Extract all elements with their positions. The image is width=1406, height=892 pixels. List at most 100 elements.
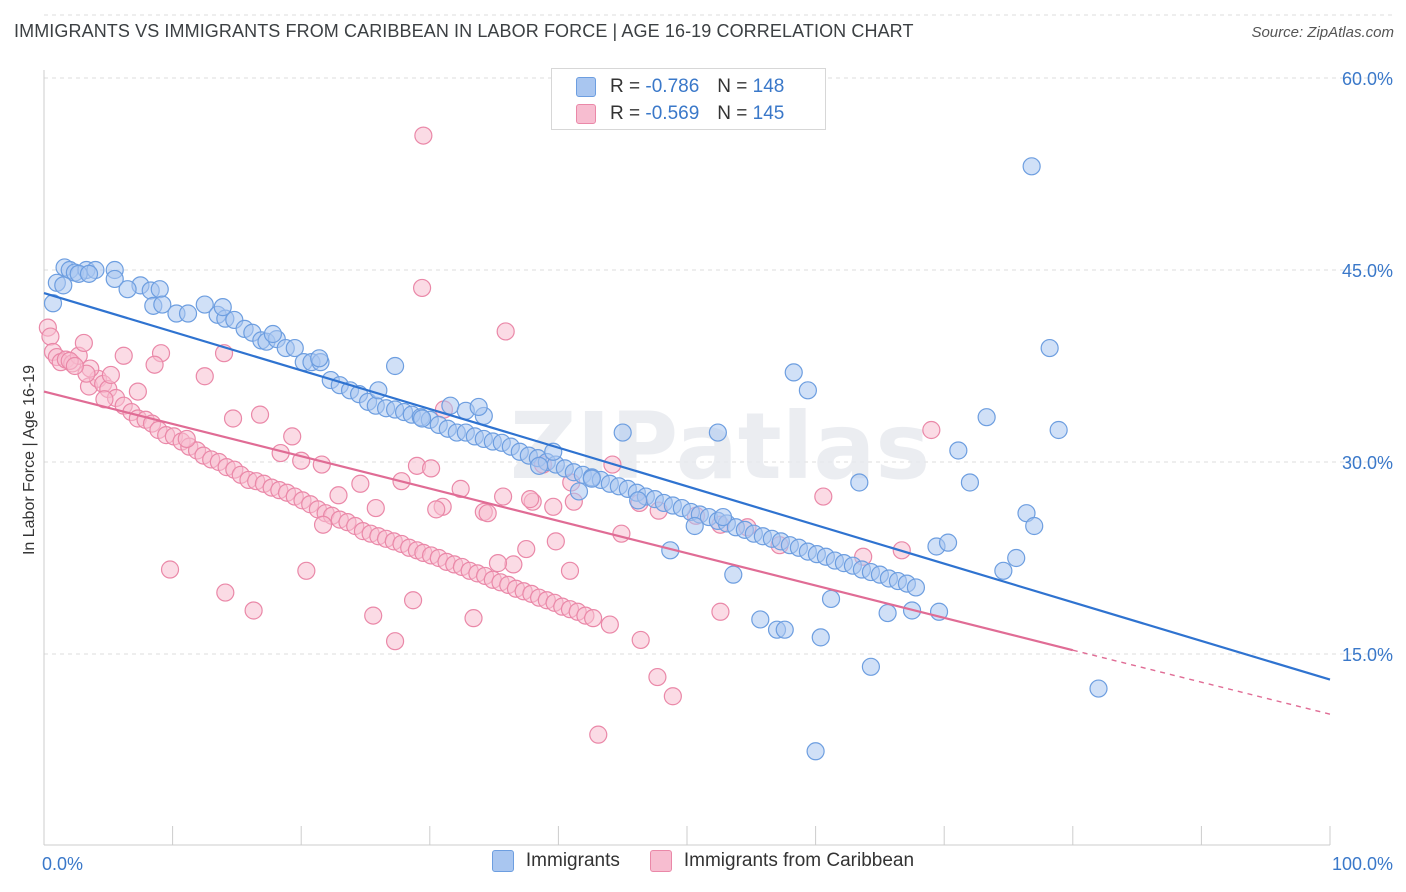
point-caribbean xyxy=(313,515,333,534)
point-caribbean xyxy=(814,487,833,506)
point-caribbean xyxy=(612,524,631,543)
point-immigrants xyxy=(582,469,601,488)
data-points xyxy=(38,126,1108,761)
point-caribbean xyxy=(412,278,432,298)
point-immigrants xyxy=(850,473,869,492)
point-immigrants xyxy=(1049,420,1068,440)
point-immigrants xyxy=(441,396,460,415)
legend-swatch-caribbean xyxy=(649,850,672,872)
point-caribbean xyxy=(145,355,164,374)
point-immigrants xyxy=(1025,516,1044,536)
point-caribbean xyxy=(74,333,93,353)
point-immigrants xyxy=(1040,338,1059,358)
point-immigrants xyxy=(960,473,980,492)
point-caribbean xyxy=(177,429,196,449)
point-immigrants xyxy=(54,276,73,295)
point-immigrants xyxy=(385,356,405,376)
point-caribbean xyxy=(283,427,302,446)
point-caribbean xyxy=(517,539,536,559)
legend-swatch-caribbean xyxy=(576,104,596,124)
point-immigrants xyxy=(195,295,214,314)
correlation-legend: R = -0.786 N = 148 R = -0.569 N = 145 xyxy=(551,68,826,130)
point-immigrants xyxy=(1007,548,1026,568)
point-caribbean xyxy=(250,405,270,424)
point-immigrants xyxy=(938,533,958,552)
point-caribbean xyxy=(421,459,441,478)
point-immigrants xyxy=(1089,679,1108,698)
point-caribbean xyxy=(427,500,446,519)
point-caribbean xyxy=(216,583,235,602)
point-caribbean xyxy=(521,490,540,509)
point-immigrants xyxy=(906,578,926,597)
point-immigrants xyxy=(629,491,648,510)
point-caribbean xyxy=(414,126,433,145)
tick-labels: 15.0% 30.0% 45.0% 60.0% 0.0% 100.0% xyxy=(42,69,1393,874)
point-immigrants xyxy=(724,565,743,584)
point-immigrants xyxy=(784,363,803,382)
point-immigrants xyxy=(263,324,283,344)
point-immigrants xyxy=(79,264,99,283)
point-immigrants xyxy=(569,482,589,501)
y-tick-label: 60.0% xyxy=(1342,69,1393,89)
point-caribbean xyxy=(504,555,523,574)
trend-line-immigrants xyxy=(43,291,1331,681)
legend-label: Immigrants from Caribbean xyxy=(683,850,915,871)
point-caribbean xyxy=(160,560,180,579)
point-immigrants xyxy=(775,620,794,639)
trend-line-caribbean-extension xyxy=(1072,649,1331,715)
axes xyxy=(43,70,1331,846)
n-label: N = xyxy=(717,76,748,97)
point-immigrants xyxy=(708,423,727,442)
chart-title: IMMIGRANTS VS IMMIGRANTS FROM CARIBBEAN … xyxy=(14,21,914,41)
point-caribbean xyxy=(494,487,513,506)
point-caribbean xyxy=(711,602,730,621)
point-caribbean xyxy=(648,667,667,687)
point-immigrants xyxy=(153,295,172,314)
point-caribbean xyxy=(464,609,483,628)
point-immigrants xyxy=(178,304,198,323)
point-caribbean xyxy=(297,561,316,580)
point-caribbean xyxy=(366,498,385,518)
point-caribbean xyxy=(329,486,348,505)
legend-item-immigrants[interactable]: Immigrants xyxy=(491,850,620,872)
legend-label: Immigrants xyxy=(525,850,620,871)
point-caribbean xyxy=(244,601,263,620)
point-caribbean xyxy=(385,632,405,651)
point-caribbean xyxy=(223,409,243,428)
point-caribbean xyxy=(351,474,370,493)
point-immigrants xyxy=(713,507,733,527)
point-immigrants xyxy=(285,338,304,358)
point-caribbean xyxy=(663,687,682,706)
point-caribbean xyxy=(544,497,563,516)
point-caribbean xyxy=(589,725,608,744)
legend-swatch-immigrants xyxy=(491,850,514,872)
point-immigrants xyxy=(811,628,830,647)
point-immigrants xyxy=(861,657,880,676)
r-value: -0.786 xyxy=(645,76,700,97)
point-caribbean xyxy=(101,365,120,385)
point-caribbean xyxy=(114,346,133,365)
series-legend: Immigrants Immigrants from Caribbean xyxy=(0,850,1406,872)
trend-lines xyxy=(43,291,1331,715)
legend-item-caribbean[interactable]: Immigrants from Caribbean xyxy=(649,850,915,872)
y-tick-label: 15.0% xyxy=(1342,645,1393,665)
point-caribbean xyxy=(364,606,383,625)
legend-row-caribbean: R = -0.569 N = 145 xyxy=(576,102,784,126)
point-immigrants xyxy=(105,269,124,289)
point-caribbean xyxy=(600,615,619,634)
point-immigrants xyxy=(798,381,817,400)
point-immigrants xyxy=(1022,157,1041,176)
point-immigrants xyxy=(150,280,169,299)
point-caribbean xyxy=(195,367,214,386)
point-caribbean xyxy=(496,322,515,341)
point-caribbean xyxy=(403,591,423,610)
point-caribbean xyxy=(631,630,650,650)
legend-swatch-immigrants xyxy=(576,77,596,97)
point-immigrants xyxy=(530,456,549,475)
point-immigrants xyxy=(613,423,632,442)
point-immigrants xyxy=(977,408,996,427)
point-immigrants xyxy=(878,603,897,623)
r-label: R = xyxy=(610,76,641,97)
n-value: 148 xyxy=(752,76,785,97)
point-caribbean xyxy=(560,561,580,580)
